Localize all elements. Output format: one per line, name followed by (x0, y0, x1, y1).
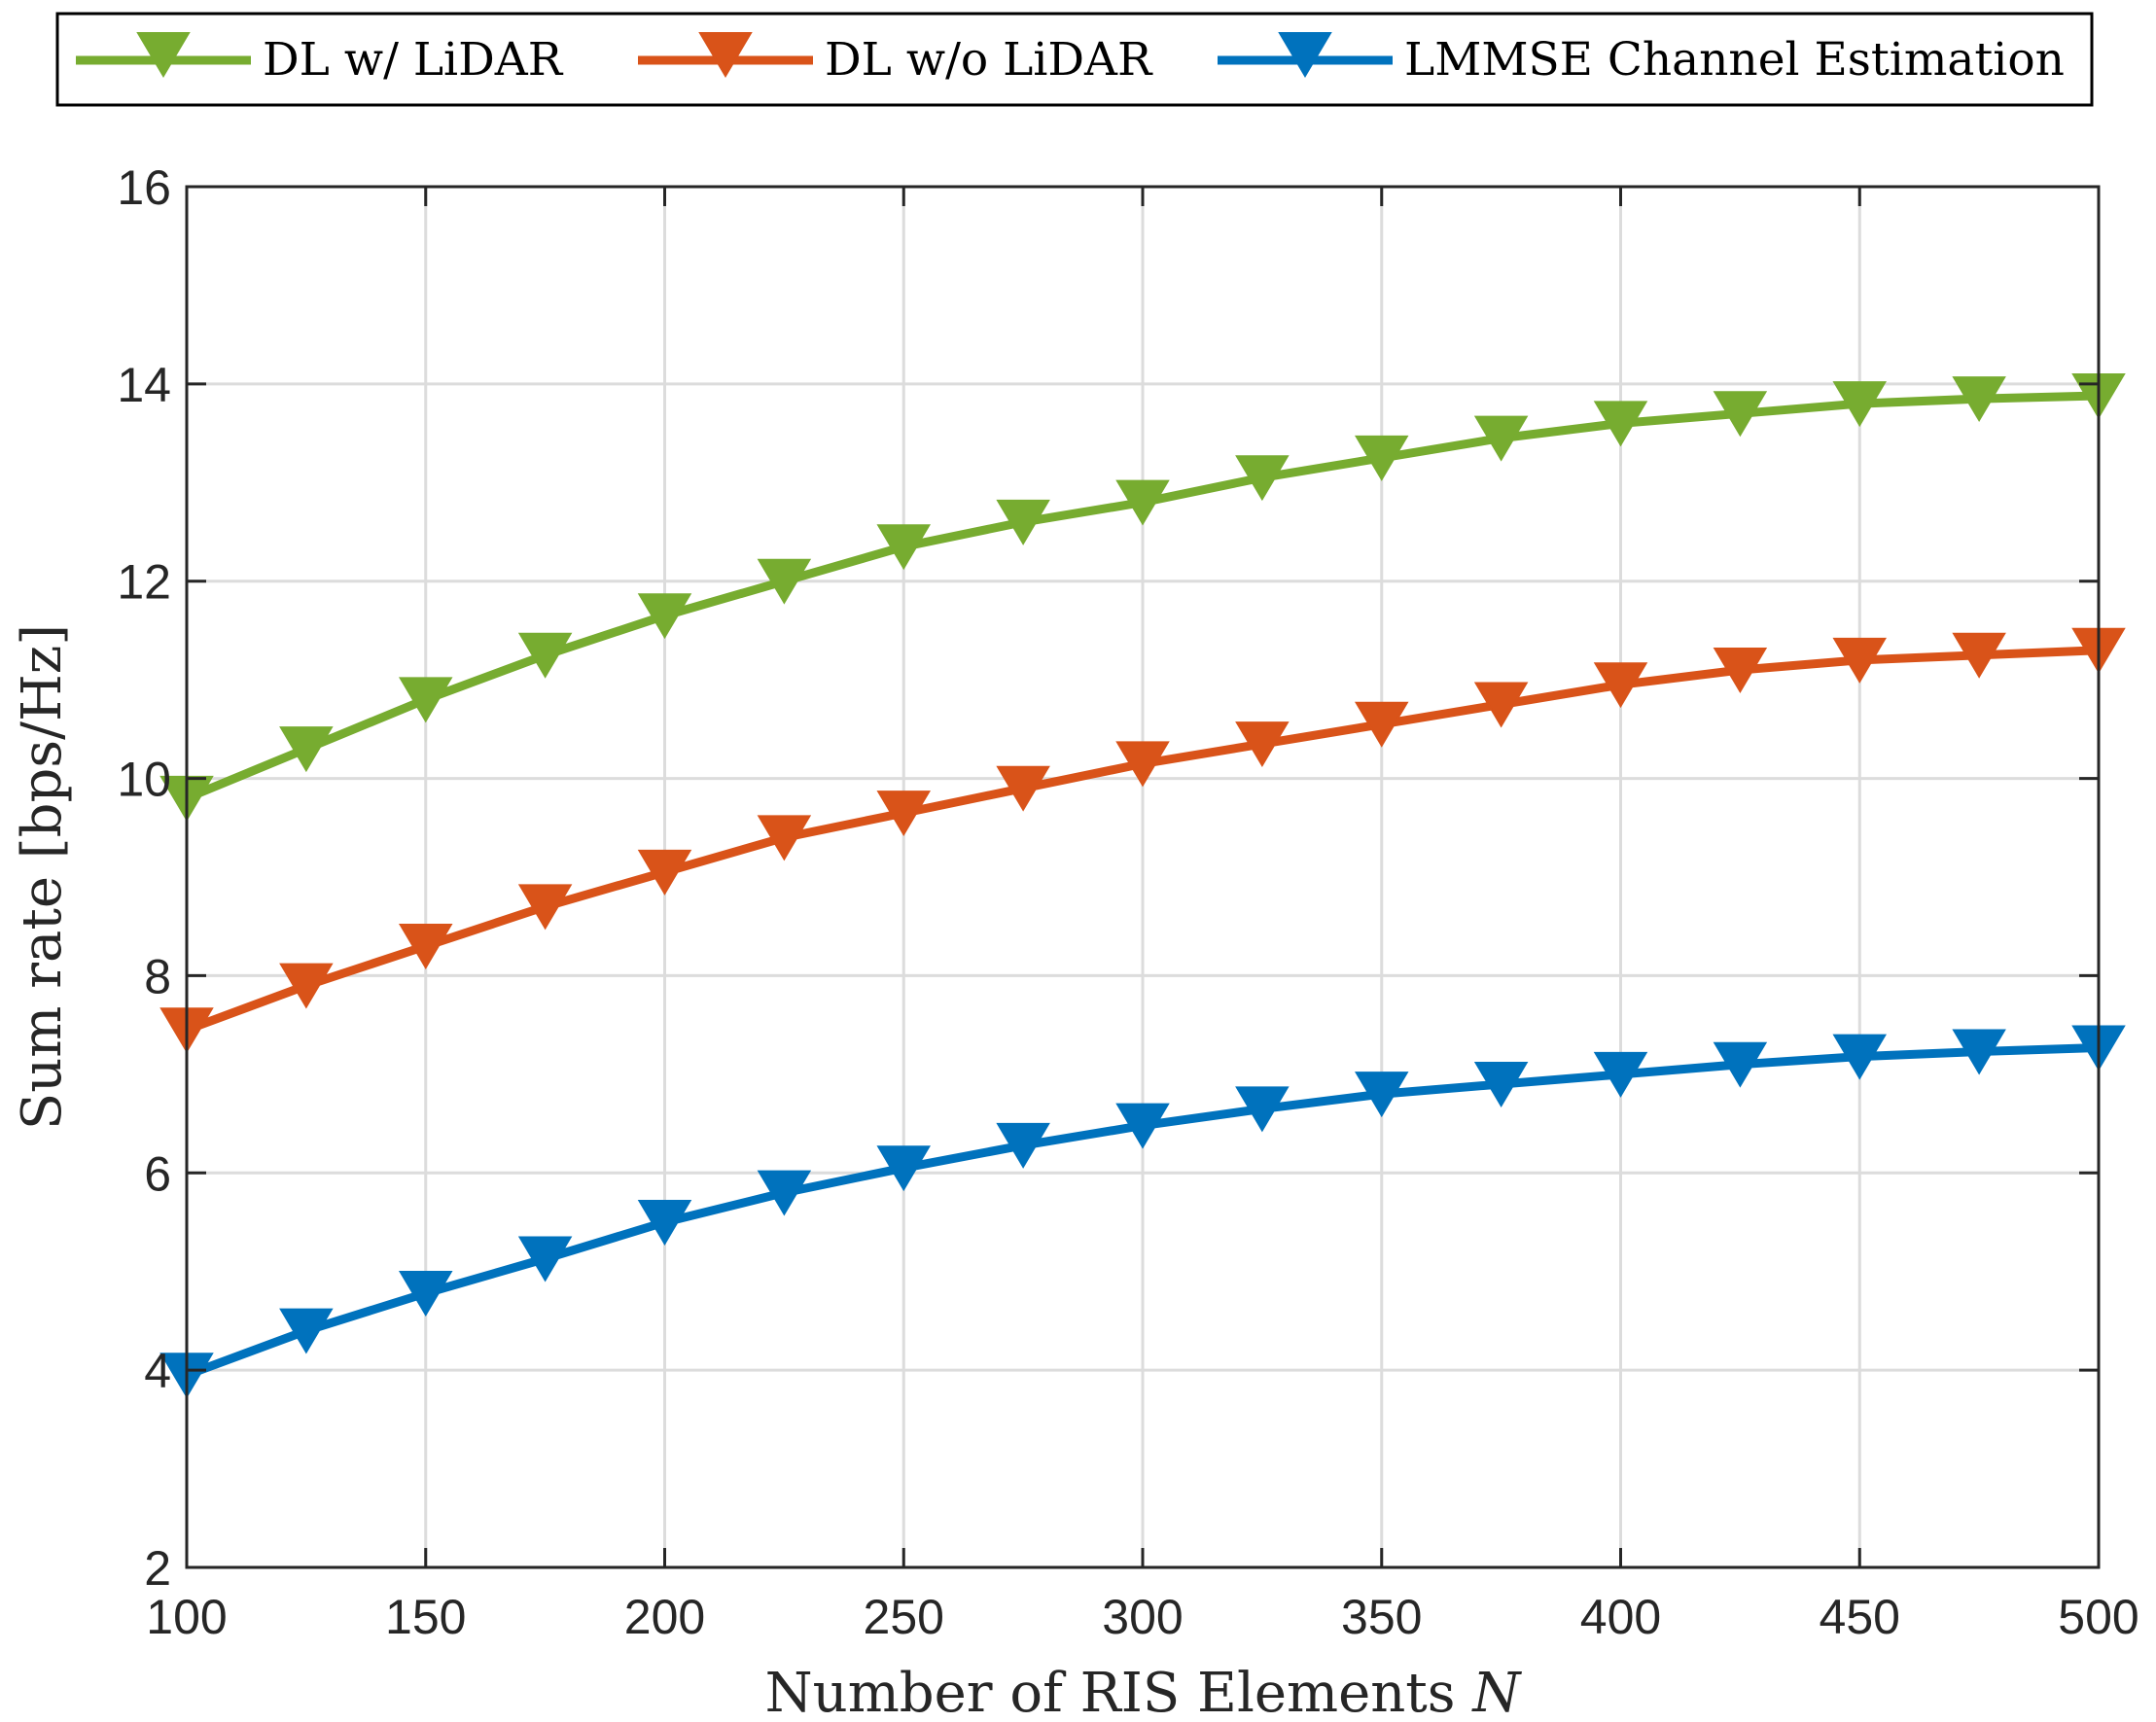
data-point-dl-w-lidar (1832, 381, 1888, 428)
data-point-dl-w-lidar (1593, 401, 1648, 447)
x-axis-title-variable: N (1470, 1662, 1522, 1722)
data-point-lmmse-channel-estimation (1713, 1041, 1768, 1088)
data-point-dl-w-lidar (757, 558, 812, 605)
data-point-lmmse-channel-estimation (279, 1308, 334, 1354)
x-tick-label: 200 (624, 1590, 705, 1644)
data-point-dl-w-lidar (1952, 376, 2006, 423)
data-point-dl-w-o-lidar (637, 849, 692, 896)
y-tick-label: 4 (144, 1344, 171, 1398)
data-point-dl-w-lidar (637, 593, 692, 640)
axis-ticks: 100 150 200 250 300 350 400 450 500 2 4 6 8 10 12 14 16 (117, 160, 2138, 1644)
data-point-dl-w-lidar (1354, 435, 1409, 481)
x-tick-label: 100 (146, 1590, 227, 1644)
x-tick-label: 300 (1102, 1590, 1183, 1644)
data-point-dl-w-lidar (1713, 391, 1768, 438)
data-point-dl-w-lidar (279, 726, 334, 773)
y-tick-label: 16 (117, 160, 171, 215)
legend-box (55, 12, 2094, 107)
legend-label-lmmse: LMMSE Channel Estimation (1404, 33, 2065, 87)
data-point-dl-w-o-lidar (517, 884, 573, 931)
data-point-dl-w-o-lidar (1473, 682, 1529, 728)
data-point-lmmse-channel-estimation (1832, 1034, 1888, 1080)
data-point-dl-w-o-lidar (1713, 648, 1768, 693)
legend: DL w/ LiDAR DL w/o LiDAR LMMSE Channel E… (55, 12, 2094, 107)
data-point-dl-w-o-lidar (1952, 632, 2006, 679)
data-point-lmmse-channel-estimation (637, 1200, 692, 1246)
y-tick-label: 10 (117, 753, 171, 807)
data-point-lmmse-channel-estimation (1593, 1051, 1648, 1098)
data-point-dl-w-o-lidar (1593, 662, 1648, 709)
x-tick-label: 400 (1580, 1590, 1661, 1644)
x-tick-label: 250 (864, 1590, 944, 1644)
y-axis-title: Sum rate [bps/Hz] (11, 624, 74, 1130)
x-tick-label: 350 (1341, 1590, 1422, 1644)
x-tick-label: 150 (385, 1590, 466, 1644)
data-point-dl-w-o-lidar (1354, 701, 1409, 748)
data-point-lmmse-channel-estimation (398, 1271, 453, 1317)
y-tick-label: 8 (144, 949, 171, 1003)
data-point-dl-w-lidar (1473, 415, 1529, 462)
data-point-dl-w-o-lidar (1235, 721, 1290, 768)
data-point-lmmse-channel-estimation (757, 1170, 812, 1216)
data-point-lmmse-channel-estimation (996, 1122, 1050, 1169)
data-point-lmmse-channel-estimation (876, 1145, 932, 1192)
legend-entry-dl-without-lidar: DL w/o LiDAR (638, 32, 1153, 87)
data-point-lmmse-channel-estimation (1235, 1086, 1290, 1133)
legend-entry-dl-with-lidar: DL w/ LiDAR (76, 32, 564, 87)
legend-label-dl-without-lidar: DL w/o LiDAR (825, 33, 1153, 87)
data-point-dl-w-o-lidar (876, 791, 932, 837)
legend-marker-dl-with-lidar (136, 32, 191, 78)
data-point-dl-w-o-lidar (279, 963, 334, 1009)
data-point-dl-w-o-lidar (757, 815, 812, 861)
data-point-dl-w-lidar (398, 677, 453, 723)
x-tick-label: 500 (2058, 1590, 2138, 1644)
data-point-lmmse-channel-estimation (517, 1236, 573, 1283)
data-point-dl-w-lidar (996, 499, 1050, 545)
data-point-lmmse-channel-estimation (1354, 1072, 1409, 1118)
data-point-dl-w-o-lidar (398, 924, 453, 969)
y-tick-label: 12 (117, 555, 171, 610)
data-point-dl-w-lidar (1115, 479, 1170, 526)
series-lmmse-channel-estimation (159, 1025, 2126, 1399)
data-point-lmmse-channel-estimation (1952, 1029, 2006, 1075)
data-point-dl-w-lidar (517, 632, 573, 679)
data-series (159, 373, 2126, 1399)
y-tick-label: 2 (144, 1541, 171, 1596)
data-point-dl-w-o-lidar (996, 765, 1050, 812)
data-point-dl-w-lidar (876, 524, 932, 571)
x-axis-title: Number of RIS Elements N (765, 1662, 1523, 1722)
series-dl-w-o-lidar (159, 627, 2126, 1054)
data-point-lmmse-channel-estimation (1473, 1062, 1529, 1107)
y-tick-label: 6 (144, 1146, 171, 1201)
legend-marker-lmmse (1278, 32, 1332, 78)
y-tick-label: 14 (117, 358, 171, 412)
x-axis-title-text: Number of RIS Elements (765, 1662, 1456, 1722)
legend-label-dl-with-lidar: DL w/ LiDAR (263, 33, 564, 87)
legend-entry-lmmse: LMMSE Channel Estimation (1218, 32, 2065, 87)
data-point-dl-w-o-lidar (1115, 741, 1170, 788)
data-point-dl-w-lidar (1235, 455, 1290, 502)
data-point-lmmse-channel-estimation (1115, 1103, 1170, 1149)
data-point-dl-w-o-lidar (1832, 637, 1888, 684)
legend-marker-dl-without-lidar (698, 32, 753, 78)
x-tick-label: 450 (1820, 1590, 1900, 1644)
